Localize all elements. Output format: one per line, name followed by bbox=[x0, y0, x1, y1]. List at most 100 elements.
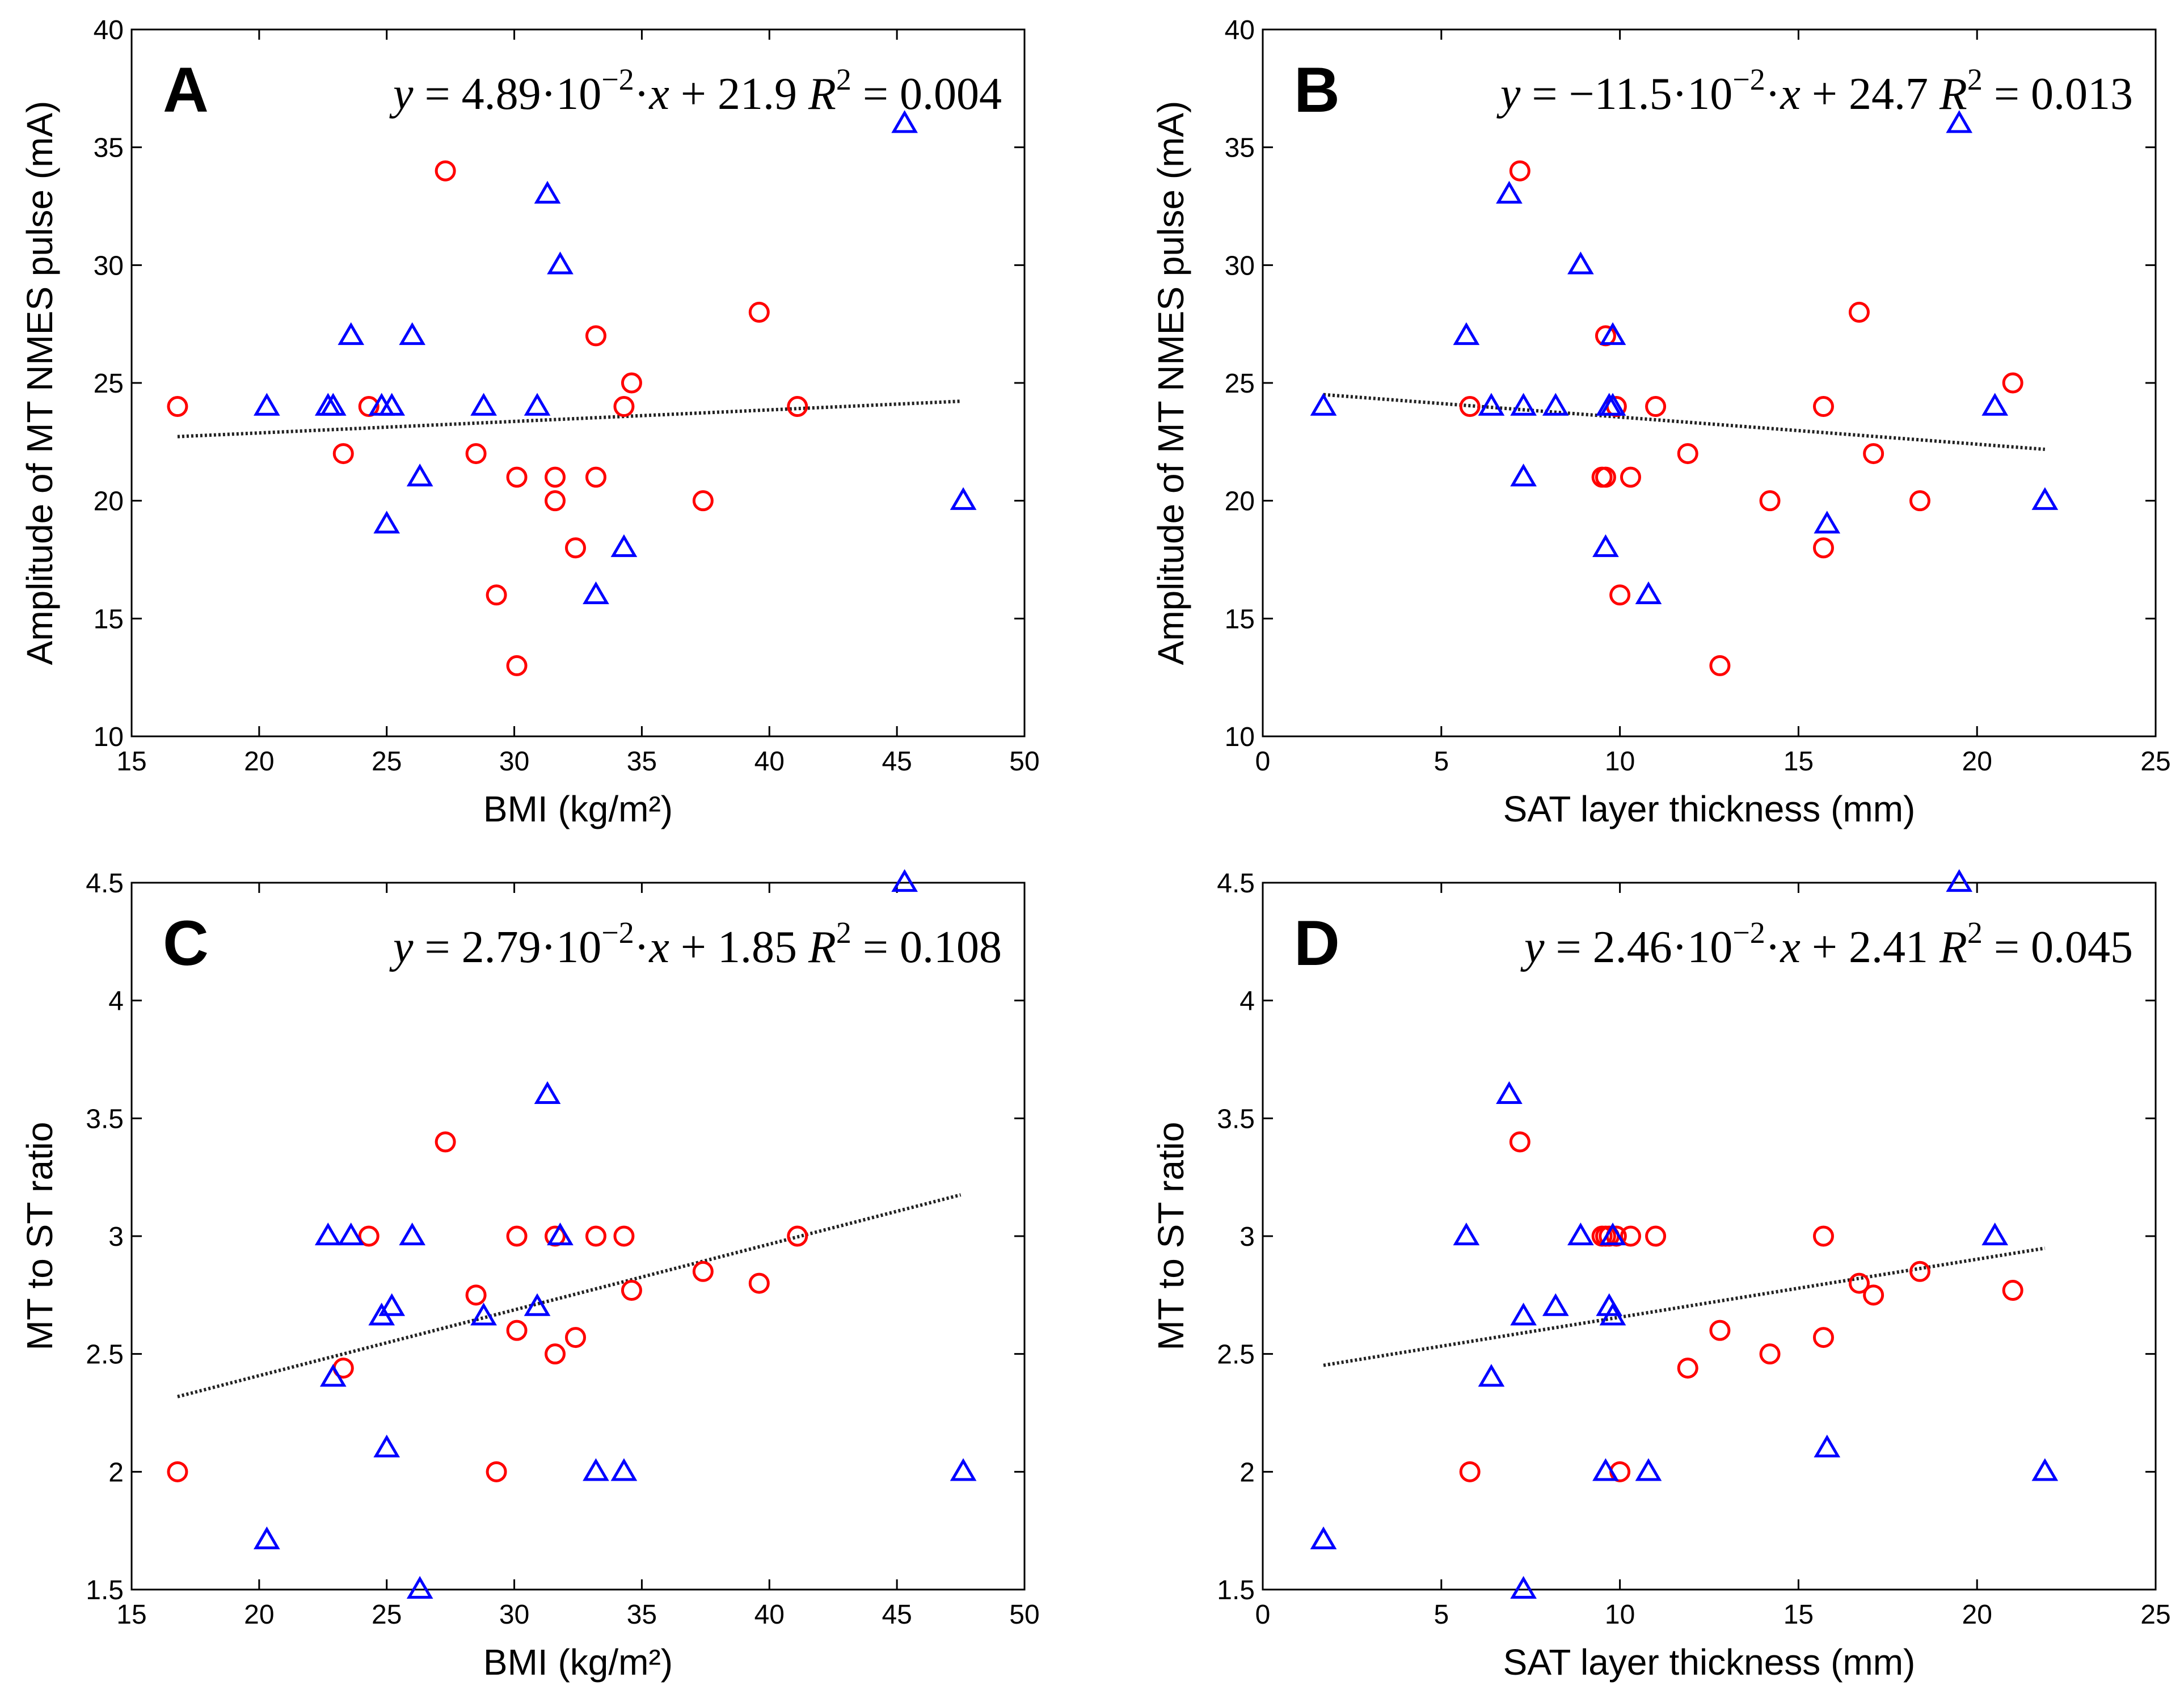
chart-b-point-triangle bbox=[2031, 487, 2059, 510]
chart-d-point-circle bbox=[1848, 1272, 1870, 1294]
chart-b-x-tick-label: 5 bbox=[1433, 747, 1449, 777]
chart-c-point-triangle bbox=[399, 1223, 426, 1246]
chart-a-point-circle bbox=[545, 490, 566, 512]
chart-a-point-circle bbox=[748, 301, 770, 323]
chart-b-point-triangle bbox=[1542, 393, 1569, 416]
chart-d-regression-line bbox=[1323, 1246, 2046, 1367]
chart-a-y-tick-label: 35 bbox=[94, 133, 124, 163]
chart-d-point-circle bbox=[1677, 1358, 1698, 1379]
chart-d-point-circle bbox=[1812, 1225, 1834, 1247]
chart-b-point-circle bbox=[1812, 396, 1834, 418]
chart-d-point-triangle bbox=[2031, 1458, 2059, 1481]
chart-c-point-triangle bbox=[610, 1458, 638, 1481]
chart-a-y-tick-label: 40 bbox=[94, 15, 124, 45]
chart-b-point-triangle bbox=[1496, 180, 1523, 204]
chart-a-y-tick-label: 30 bbox=[94, 251, 124, 281]
chart-b-point-circle bbox=[2002, 372, 2023, 394]
chart-c-y-tick-label: 3 bbox=[108, 1222, 124, 1252]
chart-c-x-tick-label: 45 bbox=[882, 1600, 912, 1630]
chart-b-point-circle bbox=[1759, 490, 1781, 512]
chart-d-equation-part: R bbox=[1939, 922, 1967, 972]
chart-a-point-triangle bbox=[399, 322, 426, 345]
chart-d-x-axis-label: SAT layer thickness (mm) bbox=[1503, 1642, 1916, 1683]
chart-d-plot-frame bbox=[1262, 882, 2157, 1591]
chart-a-equation-part: = 4.89·10 bbox=[413, 69, 601, 119]
chart-c-point-triangle bbox=[338, 1223, 365, 1246]
chart-a-point-circle bbox=[787, 396, 808, 418]
chart-c-x-tick-label: 30 bbox=[499, 1600, 529, 1630]
chart-c-point-triangle bbox=[534, 1081, 561, 1104]
chart-c-y-tick-label: 1.5 bbox=[86, 1575, 124, 1605]
chart-d-y-tick-label: 4.5 bbox=[1217, 869, 1255, 899]
chart-d-point-triangle bbox=[1635, 1458, 1662, 1481]
chart-b-x-tick-label: 15 bbox=[1784, 747, 1814, 777]
chart-a-point-circle bbox=[585, 466, 606, 488]
chart-b-point-triangle bbox=[1567, 251, 1594, 275]
chart-d-point-circle bbox=[1909, 1261, 1930, 1282]
chart-d-point-triangle bbox=[1592, 1458, 1619, 1481]
chart-b-point-triangle bbox=[1510, 393, 1537, 416]
chart-b-x-tick-label: 25 bbox=[2140, 747, 2170, 777]
chart-b-y-tick-label: 10 bbox=[1225, 722, 1255, 752]
chart-c-equation-part: · bbox=[634, 922, 650, 972]
chart-a-equation-part: = 0.004 bbox=[851, 69, 1002, 119]
chart-a-point-triangle bbox=[319, 393, 347, 416]
chart-d-panel-letter: D bbox=[1294, 908, 1340, 979]
chart-b-point-triangle bbox=[1310, 393, 1337, 416]
chart-d-x-tick-label: 10 bbox=[1605, 1600, 1635, 1630]
chart-a-y-tick-label: 15 bbox=[94, 604, 124, 634]
chart-b-point-triangle bbox=[1635, 581, 1662, 604]
chart-a-point-circle bbox=[167, 396, 188, 418]
chart-c-regression-line bbox=[177, 1193, 962, 1398]
chart-a-point-circle bbox=[692, 490, 714, 512]
chart-a-point-circle bbox=[545, 466, 566, 488]
chart-a-point-circle bbox=[621, 372, 642, 394]
chart-d-point-circle bbox=[1620, 1225, 1641, 1247]
chart-b-point-circle bbox=[1459, 396, 1481, 418]
chart-c-equation-part: = 2.79·10 bbox=[413, 922, 601, 972]
chart-d-point-triangle bbox=[1478, 1364, 1505, 1387]
chart-a-point-circle bbox=[613, 396, 635, 418]
chart-b-point-circle bbox=[1509, 160, 1531, 182]
chart-d-point-triangle bbox=[1542, 1293, 1569, 1316]
chart-b-y-tick-label: 20 bbox=[1225, 487, 1255, 517]
chart-d-equation: y = 2.46·10−2·x + 2.41 R2 = 0.045 bbox=[1520, 916, 2133, 972]
chart-d-point-circle bbox=[1759, 1343, 1781, 1365]
chart-c-equation-part: = 0.108 bbox=[851, 922, 1002, 972]
chart-c-equation-part: −2 bbox=[601, 916, 634, 950]
chart-a-point-circle bbox=[332, 443, 354, 465]
chart-d-point-circle bbox=[1645, 1225, 1667, 1247]
chart-b-point-circle bbox=[1609, 584, 1631, 606]
chart-d-equation-part: 2 bbox=[1967, 916, 1983, 950]
chart-c-point-triangle bbox=[314, 1223, 341, 1246]
chart-c-y-tick-label: 4 bbox=[108, 987, 124, 1017]
chart-a-equation-part: x bbox=[648, 69, 669, 119]
chart-b-equation-part: = 0.013 bbox=[1983, 69, 2133, 119]
chart-c-point-triangle bbox=[254, 1526, 280, 1549]
chart-b-point-triangle bbox=[1478, 393, 1505, 416]
chart-c-equation: y = 2.79·10−2·x + 1.85 R2 = 0.108 bbox=[389, 916, 1002, 972]
chart-c-point-circle bbox=[358, 1225, 380, 1247]
chart-a-point-triangle bbox=[950, 487, 977, 510]
chart-a-point-triangle bbox=[534, 180, 561, 204]
chart-b-x-tick-label: 20 bbox=[1962, 747, 1992, 777]
chart-a-point-triangle bbox=[583, 581, 609, 604]
chart-c-x-tick-label: 35 bbox=[627, 1600, 657, 1630]
chart-b-point-circle bbox=[1595, 466, 1616, 488]
chart-d-point-triangle bbox=[1946, 869, 1973, 892]
chart-c-equation-part: x bbox=[648, 922, 669, 972]
chart-c-panel: 15 20 25 30 35 40 45 50 1.5 2 2.5 3 3.5 4 4.5 BMI (kg/m… bbox=[19, 869, 1040, 1683]
chart-a-point-circle bbox=[565, 537, 587, 559]
chart-b-point-triangle bbox=[1814, 511, 1841, 534]
chart-d-equation-part: + 2.41 bbox=[1801, 922, 1940, 972]
chart-a-x-tick-label: 50 bbox=[1009, 747, 1039, 777]
chart-b-point-triangle bbox=[1453, 322, 1480, 345]
chart-b-point-circle bbox=[1709, 655, 1731, 676]
chart-a-point-triangle bbox=[406, 463, 433, 487]
chart-b-equation-part: · bbox=[1765, 69, 1781, 119]
chart-a-point-circle bbox=[465, 443, 487, 465]
chart-a-x-tick-label: 15 bbox=[116, 747, 146, 777]
chart-c-y-tick-label: 4.5 bbox=[86, 869, 124, 899]
chart-c-equation-part: y bbox=[389, 922, 414, 972]
chart-c-point-circle bbox=[167, 1461, 188, 1482]
